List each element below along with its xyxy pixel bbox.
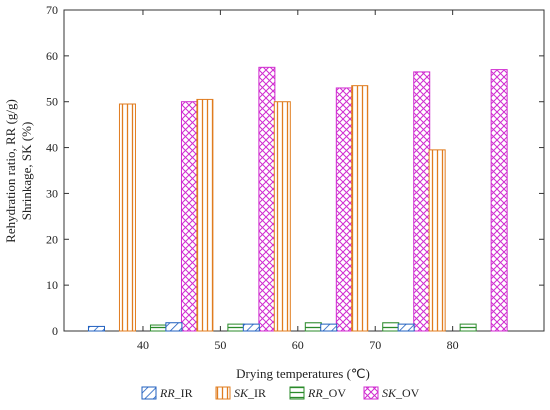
y-tick-label: 30 [46, 186, 58, 200]
bar-RR_OV-60 [304, 322, 322, 332]
bar-SK_OV-80 [490, 69, 508, 332]
bar-SK_OV-50 [258, 66, 276, 332]
bars [87, 66, 508, 332]
legend-swatch-SK_OV [363, 386, 379, 400]
bar-SK_OV-40 [180, 101, 198, 332]
plot-area [63, 9, 545, 332]
bar-RR_OV-80 [459, 323, 477, 332]
bar-SK_IR-70 [351, 85, 369, 332]
bar-SK_IR-50 [196, 98, 214, 332]
bar-RR_IR-40 [87, 325, 105, 332]
bar-SK_IR-60 [273, 101, 291, 332]
bar-RR_OV-70 [382, 322, 400, 332]
legend-label-RR_IR: RR_IR [159, 386, 193, 400]
bar-SK_IR-40 [118, 103, 136, 332]
bar-RR_OV-50 [227, 323, 245, 332]
x-axis: 40 50 60 70 80 [137, 10, 459, 352]
bar-RR_IR-70 [320, 323, 338, 332]
x-tick-label: 70 [369, 338, 381, 352]
legend-label-SK_IR: SK_IR [234, 386, 266, 400]
y-tick-label: 0 [52, 324, 58, 338]
y-axis: 0 10 20 30 40 50 60 70 [46, 3, 544, 338]
y-tick-label: 70 [46, 3, 58, 17]
x-axis-label: Drying temperatures (℃) [236, 366, 370, 381]
x-tick-label: 40 [137, 338, 149, 352]
y-tick-label: 40 [46, 141, 58, 155]
legend-swatch-RR_IR [141, 386, 157, 400]
y-tick-label: 60 [46, 49, 58, 63]
y-axis-label-secondary: Shrinkage, SK (%) [19, 122, 34, 221]
bar-SK_IR-80 [428, 149, 446, 332]
legend: RR_IR SK_IR RR_OV SK_OV [141, 386, 420, 400]
y-tick-label: 20 [46, 232, 58, 246]
bar-RR_OV-40 [149, 324, 167, 332]
x-tick-label: 50 [214, 338, 226, 352]
legend-swatch-SK_IR [215, 386, 231, 400]
bar-SK_OV-70 [413, 71, 431, 332]
bar-RR_IR-50 [165, 322, 183, 332]
y-tick-label: 50 [46, 95, 58, 109]
legend-label-RR_OV: RR_OV [307, 386, 346, 400]
y-axis-label: Rehydration ratio, RR (g/g) [3, 99, 18, 243]
x-tick-label: 60 [292, 338, 304, 352]
x-tick-label: 80 [447, 338, 459, 352]
legend-label-SK_OV: SK_OV [382, 386, 420, 400]
bar-SK_OV-60 [335, 87, 353, 332]
y-tick-label: 10 [46, 278, 58, 292]
bar-RR_IR-60 [242, 323, 260, 332]
legend-swatch-RR_OV [289, 386, 305, 400]
bar-RR_IR-80 [397, 323, 415, 332]
